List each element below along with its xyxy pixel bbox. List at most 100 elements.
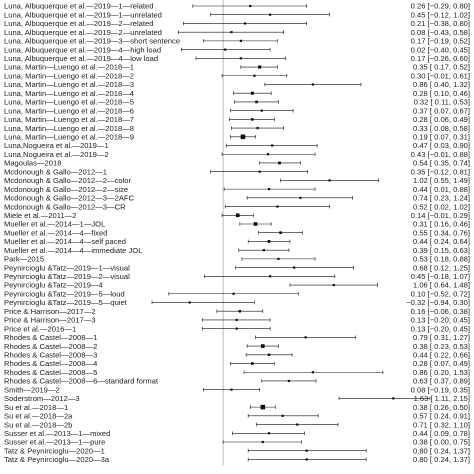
effect-size-text: 0.86 [ 0.40, 1.32] xyxy=(413,80,470,89)
study-row: Luna, Martin—Luengo et al.—2018—5 0.32 [ … xyxy=(4,98,470,107)
study-row: Tatz & Peynircioglu—2020—3a 0.80 [ 0.24, … xyxy=(4,455,470,464)
study-label: Peynircioglu &Tatz—2019—1—visual xyxy=(4,263,130,272)
estimate-marker xyxy=(239,39,242,42)
study-label: Luna, Martin—Luengo et al.—2018—9 xyxy=(4,133,134,142)
study-row: Peynircioglu &Tatz—2019—1—visual 0.68 [ 0… xyxy=(4,263,470,272)
study-label: Luna, Martin—Luengo et al.—2018—5 xyxy=(4,98,134,107)
estimate-marker xyxy=(188,301,191,304)
effect-size-text: 0.28 [ 0.10, 0.46] xyxy=(413,89,470,98)
effect-size-text: 0.38 [ 0.23, 0.53] xyxy=(413,342,470,351)
estimate-marker xyxy=(299,196,302,199)
study-label: Luna, Albuquerque et al.—2019—4—high loa… xyxy=(4,45,161,54)
study-label: Mcdonough & Gallo—2012—3—CR xyxy=(4,202,126,211)
study-label: Rhodes & Castel—2008—4 xyxy=(4,359,97,368)
study-label: Mcdonough & Gallo—2012—2—size xyxy=(4,185,128,194)
estimate-marker xyxy=(271,144,274,147)
effect-size-text: 0.28 [ 0.06, 0.49] xyxy=(413,115,470,124)
effect-size-text: 0.30 [−0.01, 0.61] xyxy=(411,71,470,80)
effect-size-text: 0.26 [−0.29, 0.80] xyxy=(411,2,470,11)
effect-size-text: 0.31 [ 0.16, 0.46] xyxy=(413,220,470,229)
estimate-marker xyxy=(251,118,254,121)
study-label: Rhodes & Castel—2008—2 xyxy=(4,342,97,351)
study-label: Tatz & Peynircioglu—2020—1 xyxy=(4,446,105,455)
study-label: Miele et al.—2011—2 xyxy=(4,211,76,220)
study-row: Luna, Albuquerque et al.—2019—2—unrelate… xyxy=(4,28,470,37)
estimate-marker xyxy=(311,83,315,86)
study-row: Rhodes & Castel—2008—3 0.44 [ 0.22, 0.66] xyxy=(4,351,470,360)
estimate-marker xyxy=(332,283,335,287)
study-label: Luna, Martin—Luengo et al.—2018—1 xyxy=(4,63,134,72)
effect-size-text: 0.28 [ 0.07, 0.49] xyxy=(413,359,470,368)
study-row: Mueller et al.—2014—4—self paced 0.44 [ 0… xyxy=(4,237,470,246)
effect-size-text: 0.38 [ 0.00, 0.75] xyxy=(413,438,470,447)
study-label: Mueller et al.—2014—4—fixed xyxy=(4,228,107,237)
effect-size-text: 0.80 [ 0.24, 1.37] xyxy=(413,446,470,455)
effect-size-text: 0.02 [−0.40, 0.45] xyxy=(411,45,470,54)
study-row: Luna, Martin—Luengo et al.—2018—3 0.86 [ … xyxy=(4,80,470,89)
effect-size-text: 0.44 [ 0.01, 0.88] xyxy=(413,185,470,194)
estimate-marker xyxy=(276,205,279,208)
study-label: Magoulas—2018 xyxy=(4,159,61,168)
study-row: Su et al.—2018—2a 0.57 [ 0.24, 0.91] xyxy=(4,412,470,421)
effect-size-text: 0.54 [ 0.35, 0.74] xyxy=(413,159,470,168)
study-row: Peynircioglu &Tatz—2019—2—visual 0.45 [−0… xyxy=(4,272,470,281)
estimate-marker xyxy=(258,170,261,173)
study-label: Tatz & Peynircioglu—2020—3a xyxy=(4,455,110,464)
estimate-marker xyxy=(261,440,264,444)
study-row: Price & Harrison—2017—2 0.16 [−0.06, 0.38… xyxy=(4,307,470,316)
study-row: Luna, Martin—Luengo et al.—2018—1 0.35 [ … xyxy=(4,63,470,72)
study-label: Luna, Albuquerque et al.—2019—4—low load xyxy=(4,54,158,63)
effect-size-text: −0.32 [−0.94, 0.30] xyxy=(406,298,470,307)
study-row: Luna, Martin—Luengo et al.—2018—9 0.19 [ … xyxy=(4,133,470,142)
study-label: Peynircioglu &Tatz—2019—5—loud xyxy=(4,289,125,298)
study-row: Peynircioglu &Tatz—2019—4 1.06 [ 0.64, 1.… xyxy=(4,281,470,290)
estimate-marker xyxy=(267,432,271,435)
effect-size-text: 0.17 [−0.19, 0.52] xyxy=(411,37,470,46)
study-row: Luna,Nogueira et al.—2019—2 0.43 [−0.01, … xyxy=(4,150,470,159)
effect-size-text: 0.86 [ 0.20, 1.53] xyxy=(413,368,470,377)
effect-size-text: 0.55 [ 0.34, 0.76] xyxy=(413,228,470,237)
study-label: Peynircioglu &Tatz—2019—5—quiet xyxy=(4,298,128,307)
study-row: Luna, Albuquerque et al.—2019—1—unrelate… xyxy=(4,10,470,19)
study-label: Price & Harrison—2017—3 xyxy=(4,316,96,325)
effect-size-text: 0.08 [−0.43, 0.58] xyxy=(411,28,470,37)
study-label: Luna, Albuquerque et al.—2019—2—related xyxy=(4,19,153,28)
estimate-marker xyxy=(256,126,259,130)
estimate-marker xyxy=(392,397,395,400)
study-label: Luna, Martin—Luengo et al.—2018—8 xyxy=(4,124,134,133)
estimate-marker xyxy=(278,161,281,165)
study-label: Luna, Martin—Luengo et al.—2018—4 xyxy=(4,89,134,98)
study-row: Susser et al.—2013—1—pure 0.38 [ 0.00, 0.… xyxy=(4,438,470,447)
estimate-marker xyxy=(230,388,233,391)
effect-size-text: 0.71 [ 0.32, 1.10] xyxy=(413,420,470,429)
effect-size-text: 0.33 [ 0.08, 0.58] xyxy=(413,124,470,133)
study-label: Luna,Nogueira et al.—2019—1 xyxy=(4,141,109,150)
estimate-marker xyxy=(253,74,256,77)
study-row: Peynircioglu &Tatz—2019—5—quiet −0.32 [−0… xyxy=(4,298,470,307)
effect-size-text: 0.63 [ 0.37, 0.89] xyxy=(413,377,470,386)
study-row: Mueller et al.—2014—1—JOL 0.31 [ 0.16, 0.… xyxy=(4,220,470,229)
study-label: Su et al.—2018—1 xyxy=(4,403,68,412)
effect-size-text: 0.52 [ 0.02, 1.02] xyxy=(413,202,470,211)
study-label: Rhodes & Castel—2008—6—standard format xyxy=(4,377,159,386)
estimate-marker xyxy=(260,109,263,112)
estimate-marker xyxy=(253,222,258,226)
effect-size-text: 0.79 [ 0.31, 1.27] xyxy=(413,333,470,342)
effect-size-text: 0.44 [ 0.22, 0.66] xyxy=(413,351,470,360)
study-row: Rhodes & Castel—2008—6—standard format 0.… xyxy=(4,377,470,386)
study-label: Luna, Martin—Luengo et al.—2018—7 xyxy=(4,115,134,124)
estimate-marker xyxy=(296,423,299,426)
study-row: Luna, Albuquerque et al.—2019—4—low load… xyxy=(4,54,470,63)
effect-size-text: 0.53 [ 0.18, 0.88] xyxy=(413,255,470,264)
effect-size-text: 1.06 [ 0.64, 1.48] xyxy=(413,281,470,290)
study-label: Mueller et al.—2014—1—JOL xyxy=(4,220,105,229)
estimate-marker xyxy=(251,362,254,365)
estimate-marker xyxy=(266,153,270,156)
estimate-marker xyxy=(232,292,235,295)
study-row: Mcdonough & Gallo—2012—3—CR 0.52 [ 0.02, … xyxy=(4,202,470,211)
effect-size-text: 0.80 [ 0.24, 1.37] xyxy=(413,455,470,464)
study-label: Luna, Albuquerque et al.—2019—3—short se… xyxy=(4,37,180,46)
study-row: Tatz & Peynircioglu—2020—1 0.80 [ 0.24, 1… xyxy=(4,446,470,455)
effect-size-text: 0.37 [ 0.07, 0.67] xyxy=(413,106,470,115)
study-row: Su et al.—2018—1 0.38 [ 0.26, 0.50] xyxy=(4,403,470,412)
